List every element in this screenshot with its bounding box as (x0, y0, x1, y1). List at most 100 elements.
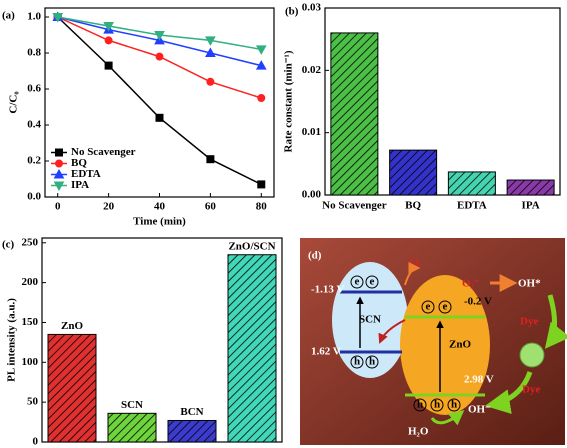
marker (255, 60, 267, 70)
category-label: IPA (522, 200, 540, 212)
chart-panel: (c) PL intensity (a.u.) 0 50 100 150 200 250 ZnO… (2, 236, 283, 448)
mechanism-diagram: (d) SCN ZnO -1.13 V 1.62 V -0.2 V 2.98 V… (300, 238, 567, 445)
marker (205, 47, 216, 57)
zno-cb-label: -0.2 V (464, 296, 492, 308)
o2-arrow (404, 262, 421, 286)
bar (330, 32, 379, 196)
y-tick-label: 0.8 (27, 47, 41, 59)
marker (155, 113, 164, 122)
carrier (350, 355, 364, 369)
y-tick-label: 0.4 (27, 119, 41, 131)
plot-frame (324, 7, 561, 196)
y-tick-label: 1.0 (27, 11, 41, 23)
bar (167, 419, 217, 443)
dye-arrow (544, 294, 567, 349)
carrier (421, 300, 435, 314)
marker (205, 36, 216, 46)
carrier (350, 275, 364, 289)
carrier (365, 355, 379, 369)
x-axis-label: Time (min) (133, 216, 186, 228)
y-axis-label: C/C₀ (8, 91, 20, 114)
legend-label: No Scavenger (71, 146, 136, 158)
carrier (430, 398, 444, 412)
electron: e (443, 301, 448, 313)
marker (257, 180, 266, 189)
zno-vb-label: 2.98 V (464, 374, 494, 386)
y-tick-label: 0.01 (302, 126, 321, 138)
y-tick-label: 0.2 (27, 155, 41, 167)
chart-panel: (a) C/C₀ 0.0 0.2 0.4 0.6 0.8 1.0 0 20 40 60 80 Time (… (2, 7, 275, 228)
marker (257, 94, 266, 102)
carriers: e e h h e e h h h (350, 275, 461, 412)
panel-label: (d) (308, 250, 322, 262)
dye-label: Dye (520, 316, 538, 328)
hydroxide-label: OH⁻ (468, 404, 491, 416)
chart-panel: (b) Rate constant (min⁻¹) 0.00 0.01 0.02 0.03… (283, 2, 561, 212)
category-label: BCN (180, 406, 203, 418)
marker (104, 61, 113, 70)
electron: e (426, 301, 431, 313)
panel-label: (b) (285, 6, 299, 18)
hole: h (451, 399, 457, 411)
dye-arrow (485, 371, 533, 415)
scn-vb-label: 1.62 V (311, 346, 341, 358)
electron: e (355, 276, 360, 288)
y-tick-label: 0.6 (27, 83, 41, 95)
marker (154, 31, 165, 41)
y-tick-label: 150 (22, 316, 39, 328)
water-arrow (430, 410, 465, 426)
marker (206, 155, 215, 164)
o2-label: O₂ (410, 257, 423, 269)
x-tick-label: 20 (103, 201, 115, 213)
bar (447, 171, 496, 196)
water-label: H₂O (408, 426, 429, 438)
x-tick-label: 80 (256, 201, 268, 213)
zno-label: ZnO (449, 339, 471, 351)
marker (104, 36, 113, 45)
hydroxyl-radical-label: OH* (518, 278, 541, 290)
marker (206, 77, 215, 86)
x-tick-label: 60 (205, 201, 217, 213)
y-tick-label: 50 (27, 396, 39, 408)
marker (155, 52, 164, 61)
marker (103, 22, 114, 32)
panel-label: (a) (2, 10, 15, 22)
electron-transfer (378, 319, 406, 344)
hole: h (417, 399, 423, 411)
hole: h (434, 399, 440, 411)
marker (53, 181, 65, 192)
legend-label: EDTA (71, 168, 101, 180)
panel-label: (c) (2, 239, 15, 251)
y-axis-label: Rate constant (min⁻¹) (283, 50, 295, 152)
category-label: ZnO (61, 320, 83, 332)
dye-molecule (519, 342, 545, 368)
marker (55, 148, 63, 157)
x-tick-label: 0 (55, 201, 61, 213)
hole: h (354, 356, 360, 368)
marker (55, 159, 63, 168)
y-tick-label: 0 (33, 436, 39, 448)
y-tick-label: 0.03 (302, 2, 322, 14)
category-label: EDTA (457, 200, 487, 212)
dye-label: Dye (522, 384, 540, 396)
carrier (413, 398, 427, 412)
bar (227, 254, 277, 443)
x-tick-label: 40 (154, 201, 166, 213)
scn-label: SCN (359, 314, 381, 326)
legend-label: BQ (71, 157, 87, 169)
marker (52, 13, 64, 23)
category-label: ZnO/SCN (228, 240, 275, 252)
electron: e (370, 276, 375, 288)
bar (506, 179, 555, 196)
y-tick-label: 200 (22, 276, 39, 288)
category-label: BQ (405, 200, 421, 212)
category-label: No Scavenger (322, 200, 387, 212)
y-axis-label: PL intensity (a.u.) (6, 298, 18, 382)
legend-label: IPA (71, 179, 89, 191)
superoxide-label: O₂⁻ (462, 278, 480, 290)
category-label: SCN (121, 399, 143, 411)
carrier (365, 275, 379, 289)
scn-cb-label: -1.13 V (311, 284, 344, 296)
